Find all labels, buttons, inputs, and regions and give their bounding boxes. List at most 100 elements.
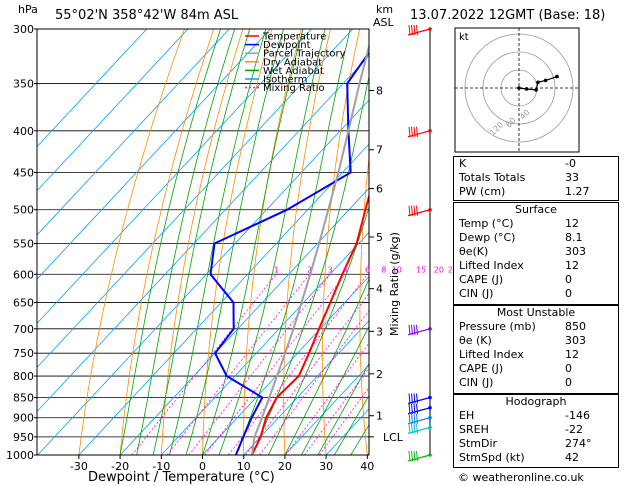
hodograph-index-value: 274°	[565, 437, 592, 450]
y-tick-label: 350	[13, 78, 34, 91]
dry-adiabat-line	[431, 29, 449, 455]
y-tick-label: 700	[13, 323, 34, 336]
legend-label: Wet Adiabat	[263, 66, 324, 77]
location-title: 55°02'N 358°42'W 84m ASL	[55, 8, 239, 23]
hodograph-point	[555, 74, 559, 79]
x-tick-label: 0	[199, 460, 206, 473]
hodograph-table: Hodograph EH -146 SREH -22 StmDir 274° StmSpd …	[455, 395, 617, 465]
mixing-ratio-axis-label: Mixing Ratio (g/kg)	[388, 232, 401, 336]
index-label: Totals Totals	[459, 171, 526, 184]
x-tick-label: 30	[319, 460, 333, 473]
wet-adiabat-line	[119, 29, 221, 455]
most-unstable-label: CIN (J)	[459, 376, 494, 389]
wind-barb	[407, 126, 432, 138]
most-unstable-value: 0	[565, 362, 572, 375]
surface-table: Surface Temp (°C) 12 Dewp (°C) 8.1 θe(K) 303 L…	[455, 203, 617, 301]
isotherm-line	[37, 29, 148, 148]
credit-text: © weatheronline.co.uk	[458, 471, 584, 484]
km-tick-label: 8	[376, 85, 383, 98]
km-label: km	[376, 3, 394, 16]
surface-label: CIN (J)	[459, 287, 494, 300]
hodograph-index-label: SREH	[459, 423, 489, 436]
surface-label: θe(K)	[459, 245, 489, 258]
dry-adiabat-line	[202, 29, 273, 455]
surface-row: Lifted Index 12	[455, 259, 617, 273]
most-unstable-label: CAPE (J)	[459, 362, 504, 375]
isotherm-line	[37, 29, 189, 192]
mixing-ratio-label: 20	[434, 265, 444, 274]
km-tick-label: LCL	[383, 431, 404, 444]
y-tick-label: 450	[13, 166, 34, 179]
surface-value: 12	[565, 217, 579, 230]
wind-barb	[407, 205, 432, 217]
isotherm-line	[37, 29, 271, 280]
isotherm-line	[37, 55, 369, 413]
surface-value: 303	[565, 245, 586, 258]
wind-barb	[407, 324, 432, 336]
dry-adiabat-line	[359, 154, 369, 455]
legend-label: Dewpoint	[263, 40, 311, 51]
mixing-ratio-label: 10	[392, 265, 402, 274]
hodograph-index-row: StmSpd (kt) 42	[455, 451, 617, 465]
km-tick-label: 3	[376, 325, 383, 338]
isotherm-line	[284, 364, 369, 455]
hodograph-point	[524, 87, 529, 91]
mixing-ratio-line	[245, 292, 369, 455]
dry-adiabat-line	[119, 29, 215, 455]
x-tick-label: -30	[70, 460, 88, 473]
surface-row: Dewp (°C) 8.1	[455, 231, 617, 245]
surface-value: 0	[565, 287, 572, 300]
dry-adiabat-line	[243, 29, 302, 455]
y-tick-label: 800	[13, 370, 34, 383]
x-tick-label: 40	[360, 460, 374, 473]
surface-row: Temp (°C) 12	[455, 217, 617, 231]
wet-adiabat-line	[202, 29, 304, 455]
wet-adiabat-line	[301, 325, 369, 455]
surface-value: 12	[565, 259, 579, 272]
legend-label: Mixing Ratio	[263, 83, 325, 94]
isotherm-line	[161, 231, 369, 455]
dry-adiabat-line	[623, 29, 629, 455]
mixing-ratio-line	[259, 309, 369, 455]
y-tick-label: 600	[13, 268, 34, 281]
legend-label: Temperature	[262, 32, 326, 43]
isotherm-line	[243, 320, 369, 455]
km-tick-label: 6	[376, 183, 383, 196]
wet-adiabat-line	[251, 74, 369, 455]
most-unstable-row: Pressure (mb) 850	[455, 320, 617, 334]
surface-row: CAPE (J) 0	[455, 273, 617, 287]
most-unstable-label: Pressure (mb)	[459, 320, 536, 333]
x-tick-label: 10	[237, 460, 251, 473]
x-tick-label: -20	[111, 460, 129, 473]
y-tick-label: 550	[13, 237, 34, 250]
most-unstable-table: Most Unstable Pressure (mb) 850 θe (K) 303 L…	[455, 306, 617, 390]
index-label: K	[459, 157, 467, 170]
most-unstable-value: 850	[565, 320, 586, 333]
index-value: -0	[565, 157, 576, 170]
y-tick-label: 650	[13, 297, 34, 310]
most-unstable-label: Lifted Index	[459, 348, 524, 361]
hodograph-index-value: 42	[565, 451, 579, 464]
y-tick-label: 1000	[6, 449, 34, 462]
mixing-ratio-line	[166, 274, 310, 455]
most-unstable-box	[453, 305, 619, 394]
y-tick-label: 850	[13, 391, 34, 404]
surface-label: CAPE (J)	[459, 273, 504, 286]
parcel-trajectory-series	[250, 42, 369, 455]
wet-adiabat-line	[235, 29, 351, 455]
hodograph-index-value: -146	[565, 409, 590, 422]
index-value: 33	[565, 171, 579, 184]
y-tick-label: 750	[13, 347, 34, 360]
most-unstable-value: 0	[565, 376, 572, 389]
wet-adiabat-line	[169, 29, 267, 455]
legend-label: Parcel Trajectory	[263, 49, 346, 60]
surface-label: Lifted Index	[459, 259, 524, 272]
wet-adiabat-line	[317, 362, 369, 455]
surface-row: CIN (J) 0	[455, 287, 617, 301]
km-tick-label: 4	[376, 283, 383, 296]
hpa-label: hPa	[18, 3, 38, 16]
wet-adiabat-line	[333, 394, 369, 455]
datetime-title: 13.07.2022 12GMT (Base: 18)	[410, 8, 606, 23]
surface-box	[453, 202, 619, 305]
mixing-ratio-line	[131, 274, 277, 455]
